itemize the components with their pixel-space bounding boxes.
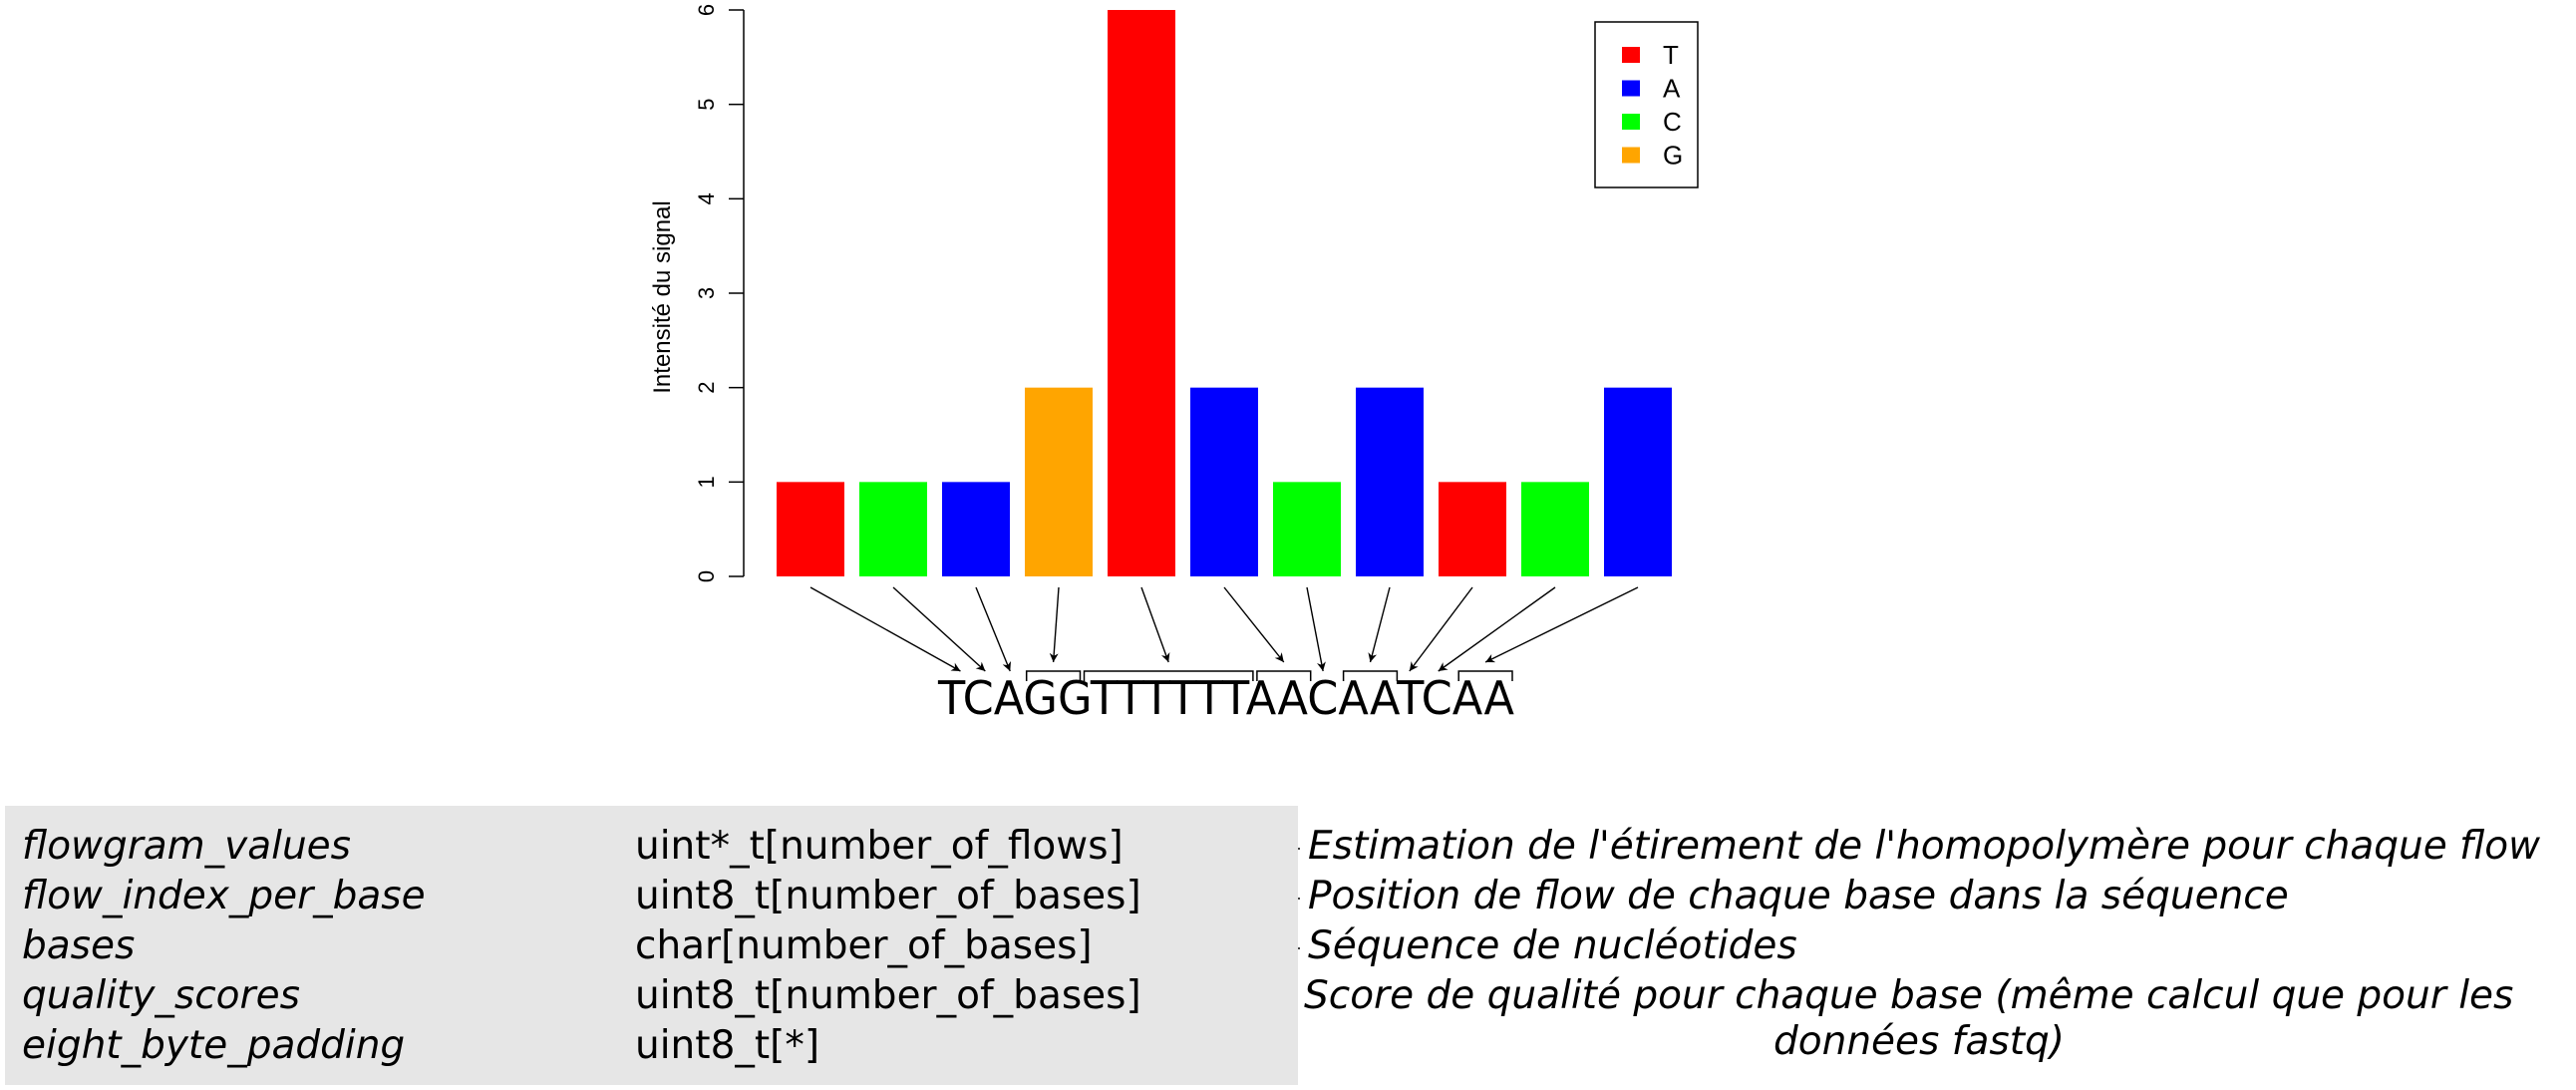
legend-swatch — [1622, 147, 1640, 164]
read-sequence: TCAGGTTTTTTAACAATCAA — [937, 671, 1514, 725]
legend-label: G — [1663, 141, 1683, 171]
legend-label: T — [1663, 40, 1679, 70]
flow-arrow — [1409, 586, 1473, 672]
bar-A — [1604, 387, 1672, 576]
field-description: Séquence de nucléotides — [1308, 923, 1797, 968]
homopolymer-bracket — [1342, 670, 1399, 681]
flow-arrow — [1049, 586, 1060, 663]
field-type: uint8_t[*] — [635, 1023, 820, 1068]
legend-label: A — [1663, 74, 1681, 104]
y-tick-label: 4 — [694, 192, 719, 204]
bar-T — [777, 482, 844, 576]
homopolymer-bracket — [1457, 670, 1513, 681]
quality-desc-continuation: données fastq) — [1773, 1019, 2065, 1064]
bar-T — [1108, 10, 1175, 576]
field-type: uint8_t[number_of_bases] — [635, 973, 1141, 1018]
bar-G — [1025, 387, 1093, 576]
y-axis: 0 1 2 3 4 5 6 — [694, 4, 745, 582]
legend-box — [1594, 21, 1699, 188]
sff-read-data-table — [5, 806, 1298, 1085]
flow-arrow — [892, 586, 986, 672]
flow-to-base-arrows — [809, 586, 1639, 672]
field-description: Score de qualité pour chaque base (même … — [1304, 973, 2514, 1018]
bar-T — [1439, 482, 1506, 576]
flow-arrow — [1140, 586, 1170, 663]
y-tick-label: 5 — [694, 99, 719, 111]
field-description: Position de flow de chaque base dans la … — [1308, 874, 2289, 918]
legend-swatch — [1622, 47, 1640, 63]
y-tick-label: 0 — [694, 570, 719, 582]
bar-C — [1273, 482, 1341, 576]
flow-arrow — [1368, 586, 1391, 663]
field-name: quality_scores — [22, 973, 300, 1018]
field-description: Estimation de l'étirement de l'homopolym… — [1308, 824, 2541, 869]
flow-arrow — [975, 586, 1012, 672]
flow-arrow — [809, 586, 961, 672]
field-type: char[number_of_bases] — [635, 923, 1093, 968]
bar-C — [859, 482, 927, 576]
field-name: bases — [22, 923, 136, 968]
y-tick-label: 6 — [694, 4, 719, 16]
legend-swatch — [1622, 80, 1640, 97]
bar-C — [1521, 482, 1589, 576]
bar-A — [1190, 387, 1258, 576]
y-axis-label: Intensité du signal — [649, 200, 676, 393]
field-type: uint*_t[number_of_flows] — [635, 824, 1124, 869]
homopolymer-brackets — [1025, 670, 1513, 681]
legend-swatch — [1622, 114, 1640, 130]
flow-arrow — [1484, 586, 1639, 663]
field-name: flowgram_values — [22, 824, 351, 869]
legend-label: C — [1663, 107, 1682, 137]
field-type: uint8_t[number_of_bases] — [635, 874, 1141, 918]
flow-arrow — [1306, 586, 1326, 672]
field-name: flow_index_per_base — [22, 874, 426, 918]
flow-arrow — [1223, 586, 1285, 663]
homopolymer-bracket — [1256, 670, 1312, 681]
bar-A — [1356, 387, 1424, 576]
homopolymer-bracket — [1083, 670, 1254, 681]
y-tick-label: 3 — [694, 287, 719, 299]
y-tick-label: 2 — [694, 382, 719, 394]
field-name: eight_byte_padding — [22, 1023, 406, 1068]
bars — [777, 10, 1672, 576]
y-tick-label: 1 — [694, 476, 719, 488]
flow-arrow — [1438, 586, 1556, 672]
bar-A — [942, 482, 1010, 576]
homopolymer-bracket — [1025, 670, 1082, 681]
